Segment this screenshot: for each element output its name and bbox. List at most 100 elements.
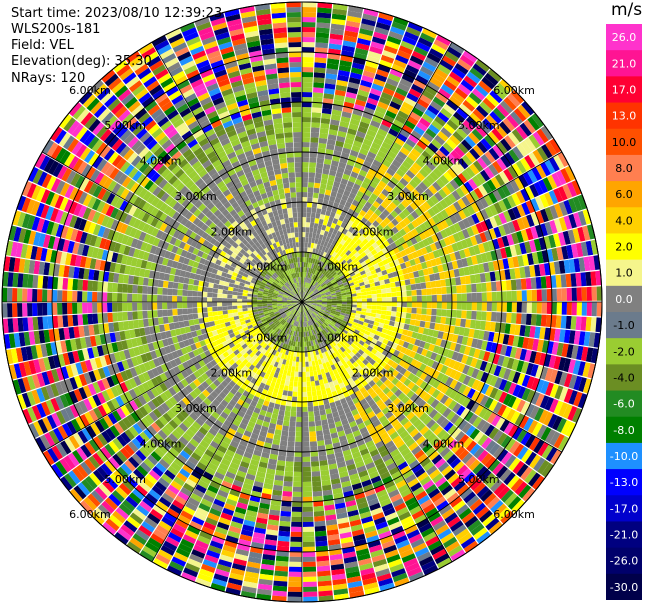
- range-gate: [420, 314, 427, 322]
- range-gate: [330, 233, 336, 240]
- range-gate: [422, 61, 437, 72]
- range-gate: [507, 93, 521, 108]
- range-gate: [404, 156, 415, 166]
- range-gate: [468, 246, 476, 256]
- range-gate: [425, 160, 436, 171]
- range-gate: [302, 37, 315, 43]
- range-gate: [466, 284, 472, 293]
- range-gate: [322, 98, 334, 105]
- range-gate: [492, 332, 500, 343]
- range-gate: [514, 243, 522, 256]
- range-gate: [361, 302, 367, 306]
- range-gate: [482, 182, 493, 194]
- range-gate: [545, 382, 554, 396]
- range-gate: [546, 302, 552, 315]
- range-gate: [341, 308, 347, 312]
- range-gate: [442, 332, 449, 341]
- range-gate: [439, 174, 450, 185]
- range-gate: [302, 182, 308, 188]
- range-gate: [460, 318, 467, 328]
- range-gate: [460, 276, 466, 285]
- range-gate: [568, 213, 577, 229]
- range-gate: [448, 234, 456, 245]
- range-gate: [414, 257, 421, 265]
- range-gate: [377, 128, 388, 137]
- range-gate: [302, 112, 312, 118]
- range-gate: [295, 366, 299, 372]
- range-gate: [443, 103, 456, 115]
- range-gate: [420, 191, 430, 201]
- range-gate: [409, 201, 419, 211]
- range-gate: [432, 72, 446, 84]
- range-gate: [315, 270, 320, 276]
- range-gate: [535, 210, 545, 224]
- range-gate: [531, 377, 540, 391]
- range-gate: [480, 220, 489, 232]
- range-gate: [402, 255, 410, 263]
- range-gate: [466, 310, 472, 320]
- range-gate: [429, 243, 438, 252]
- range-gate: [369, 316, 376, 322]
- range-gate: [302, 172, 309, 178]
- range-gate: [311, 286, 316, 291]
- range-gate: [339, 183, 347, 190]
- range-gate: [313, 405, 320, 412]
- range-gate: [413, 46, 429, 57]
- range-gate: [392, 198, 401, 207]
- range-gate: [484, 362, 493, 373]
- range-gate: [364, 315, 371, 320]
- range-gate: [462, 99, 476, 112]
- range-gate: [315, 37, 329, 44]
- range-gate: [302, 27, 316, 33]
- range-gate: [381, 269, 388, 276]
- range-gate: [505, 182, 516, 195]
- range-gate: [452, 131, 464, 143]
- range-gate: [362, 255, 369, 261]
- range-gate: [568, 374, 578, 389]
- range-gate: [436, 294, 442, 302]
- range-gate: [563, 259, 571, 274]
- range-gate: [466, 226, 475, 237]
- range-gate: [487, 261, 495, 272]
- range-gate: [296, 411, 302, 417]
- range-gate: [346, 291, 352, 295]
- range-gate: [290, 536, 302, 542]
- range-gate: [416, 121, 428, 132]
- range-gate: [322, 199, 329, 206]
- range-gate: [399, 164, 409, 174]
- range-gate: [529, 326, 536, 338]
- range-gate: [407, 59, 422, 70]
- range-gate: [531, 289, 537, 302]
- range-gate: [350, 171, 359, 179]
- range-gate: [526, 376, 535, 389]
- range-gate: [314, 276, 319, 281]
- range-gate: [332, 245, 338, 252]
- range-gate: [338, 65, 351, 72]
- range-gate: [302, 2, 317, 8]
- range-gate: [559, 371, 568, 386]
- range-gate: [571, 180, 582, 196]
- range-gate: [453, 201, 462, 212]
- range-gate: [466, 302, 472, 311]
- range-gate: [376, 289, 382, 294]
- range-gate: [388, 277, 395, 283]
- range-gate: [508, 149, 520, 163]
- range-gate: [347, 81, 360, 90]
- range-gate: [337, 270, 343, 276]
- range-gate: [458, 249, 466, 259]
- range-gate: [334, 241, 340, 248]
- range-gate: [328, 286, 334, 290]
- range-gate: [351, 302, 357, 305]
- range-gate: [354, 251, 361, 258]
- range-gate: [326, 294, 332, 297]
- range-gate: [302, 282, 304, 288]
- range-gate: [327, 254, 332, 260]
- range-gate: [428, 343, 436, 352]
- range-gate: [502, 118, 515, 132]
- range-gate: [308, 273, 312, 279]
- range-gate: [517, 336, 525, 348]
- range-gate: [375, 267, 382, 273]
- range-gate: [387, 180, 396, 189]
- range-gate: [418, 181, 428, 192]
- range-gate: [358, 33, 373, 41]
